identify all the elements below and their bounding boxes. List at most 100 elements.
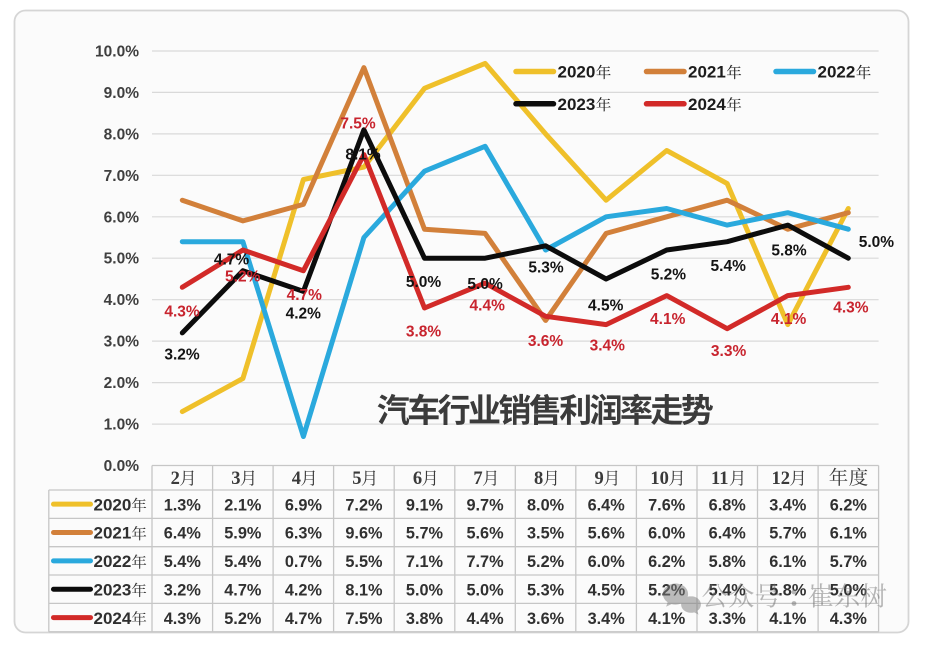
svg-text:6.8%: 6.8% xyxy=(709,496,747,514)
svg-text:6.0%: 6.0% xyxy=(104,209,140,226)
svg-text:8: 8 xyxy=(534,469,543,489)
svg-text:0.7%: 0.7% xyxy=(285,553,323,571)
svg-text:6.0%: 6.0% xyxy=(588,553,626,571)
svg-text:9.6%: 9.6% xyxy=(345,525,383,543)
svg-text:0.0%: 0.0% xyxy=(104,458,140,475)
svg-text:4.7%: 4.7% xyxy=(287,287,323,304)
svg-text:5.6%: 5.6% xyxy=(588,525,626,543)
svg-text:9.1%: 9.1% xyxy=(406,496,444,514)
svg-text:2023: 2023 xyxy=(94,580,132,599)
svg-text:4.7%: 4.7% xyxy=(214,252,250,269)
svg-text:5.8%: 5.8% xyxy=(771,243,807,260)
svg-text:2024: 2024 xyxy=(688,95,726,114)
svg-text:5.2%: 5.2% xyxy=(651,267,687,284)
svg-text:5.8%: 5.8% xyxy=(709,553,747,571)
svg-text:7.7%: 7.7% xyxy=(466,553,504,571)
svg-text:2020: 2020 xyxy=(558,63,596,82)
svg-text:6.9%: 6.9% xyxy=(285,496,323,514)
svg-text:3.4%: 3.4% xyxy=(769,496,807,514)
svg-text:5.7%: 5.7% xyxy=(769,525,807,543)
svg-text:4.1%: 4.1% xyxy=(771,311,807,328)
svg-text:8.1%: 8.1% xyxy=(345,581,383,599)
svg-text:5.0%: 5.0% xyxy=(104,251,140,268)
svg-text:1.3%: 1.3% xyxy=(164,496,202,514)
svg-text:3.8%: 3.8% xyxy=(406,610,444,628)
svg-text:7.5%: 7.5% xyxy=(345,610,383,628)
svg-text:3.3%: 3.3% xyxy=(709,610,747,628)
svg-text:3: 3 xyxy=(231,469,240,489)
svg-text:5.3%: 5.3% xyxy=(527,581,565,599)
svg-text:3.8%: 3.8% xyxy=(406,324,442,341)
svg-text:7.2%: 7.2% xyxy=(345,496,383,514)
svg-text:5.0%: 5.0% xyxy=(406,581,444,599)
svg-text:3.2%: 3.2% xyxy=(164,581,202,599)
svg-text:7.0%: 7.0% xyxy=(104,168,140,185)
svg-text:4.0%: 4.0% xyxy=(104,292,140,309)
svg-text:7.1%: 7.1% xyxy=(406,553,444,571)
svg-text:4.4%: 4.4% xyxy=(466,610,504,628)
svg-text:6.0%: 6.0% xyxy=(648,525,686,543)
svg-text:8.0%: 8.0% xyxy=(527,496,565,514)
svg-text:3.6%: 3.6% xyxy=(527,610,565,628)
svg-text:3.0%: 3.0% xyxy=(104,334,140,351)
svg-text:4.3%: 4.3% xyxy=(164,610,202,628)
svg-text:6.4%: 6.4% xyxy=(709,525,747,543)
svg-text:2021: 2021 xyxy=(688,63,726,82)
svg-text:5.4%: 5.4% xyxy=(164,553,202,571)
svg-text:6.2%: 6.2% xyxy=(648,553,686,571)
svg-text:5: 5 xyxy=(352,469,361,489)
svg-text:4.3%: 4.3% xyxy=(164,304,200,321)
svg-text:1.0%: 1.0% xyxy=(104,417,140,434)
svg-text:5.5%: 5.5% xyxy=(345,553,383,571)
svg-text:4.5%: 4.5% xyxy=(588,581,626,599)
svg-text:2.1%: 2.1% xyxy=(224,496,262,514)
svg-text:4.5%: 4.5% xyxy=(588,298,624,315)
svg-text:12: 12 xyxy=(772,469,791,489)
svg-text:9: 9 xyxy=(595,469,604,489)
svg-text:4.2%: 4.2% xyxy=(286,306,322,323)
svg-text:3.4%: 3.4% xyxy=(588,610,626,628)
svg-text:3.3%: 3.3% xyxy=(711,343,747,360)
svg-text:6.3%: 6.3% xyxy=(285,525,323,543)
svg-text:2021: 2021 xyxy=(94,524,132,543)
svg-text:2: 2 xyxy=(171,469,180,489)
svg-text:5.4%: 5.4% xyxy=(711,258,747,275)
svg-text:5.7%: 5.7% xyxy=(830,553,868,571)
svg-text:10: 10 xyxy=(650,469,669,489)
svg-text:3.2%: 3.2% xyxy=(164,347,200,364)
svg-text:5.0%: 5.0% xyxy=(406,274,442,291)
svg-text:8.1%: 8.1% xyxy=(345,147,381,164)
svg-text:4.7%: 4.7% xyxy=(285,610,323,628)
svg-text:5.9%: 5.9% xyxy=(224,525,262,543)
svg-text:4.3%: 4.3% xyxy=(830,610,868,628)
svg-text:5.0%: 5.0% xyxy=(466,581,504,599)
svg-text:2.0%: 2.0% xyxy=(104,375,140,392)
svg-text:4.1%: 4.1% xyxy=(769,610,807,628)
svg-text:5.4%: 5.4% xyxy=(224,553,262,571)
svg-text:4.7%: 4.7% xyxy=(224,581,262,599)
svg-text:6: 6 xyxy=(413,469,422,489)
svg-text:4.3%: 4.3% xyxy=(833,300,869,317)
svg-text:4.4%: 4.4% xyxy=(470,298,506,315)
svg-text:5.0%: 5.0% xyxy=(859,234,895,251)
svg-text:5.6%: 5.6% xyxy=(466,525,504,543)
svg-text:4: 4 xyxy=(292,469,301,489)
svg-text:4.2%: 4.2% xyxy=(285,581,323,599)
svg-text:6.2%: 6.2% xyxy=(830,496,868,514)
svg-text:3.5%: 3.5% xyxy=(527,525,565,543)
svg-text:6.1%: 6.1% xyxy=(830,525,868,543)
svg-text:5.3%: 5.3% xyxy=(528,260,564,277)
svg-text:11: 11 xyxy=(711,469,728,489)
svg-text:8.0%: 8.0% xyxy=(104,126,140,143)
svg-text:2022: 2022 xyxy=(94,552,132,571)
svg-text:7: 7 xyxy=(473,469,482,489)
svg-text:2022: 2022 xyxy=(818,63,856,82)
svg-text:2023: 2023 xyxy=(558,95,596,114)
svg-text:3.4%: 3.4% xyxy=(590,338,626,355)
svg-text:5.7%: 5.7% xyxy=(406,525,444,543)
svg-text:3.6%: 3.6% xyxy=(528,333,564,350)
svg-text:6.4%: 6.4% xyxy=(588,496,626,514)
svg-text:5.0%: 5.0% xyxy=(467,276,503,293)
svg-text:6.4%: 6.4% xyxy=(164,525,202,543)
svg-text:10.0%: 10.0% xyxy=(95,44,139,61)
